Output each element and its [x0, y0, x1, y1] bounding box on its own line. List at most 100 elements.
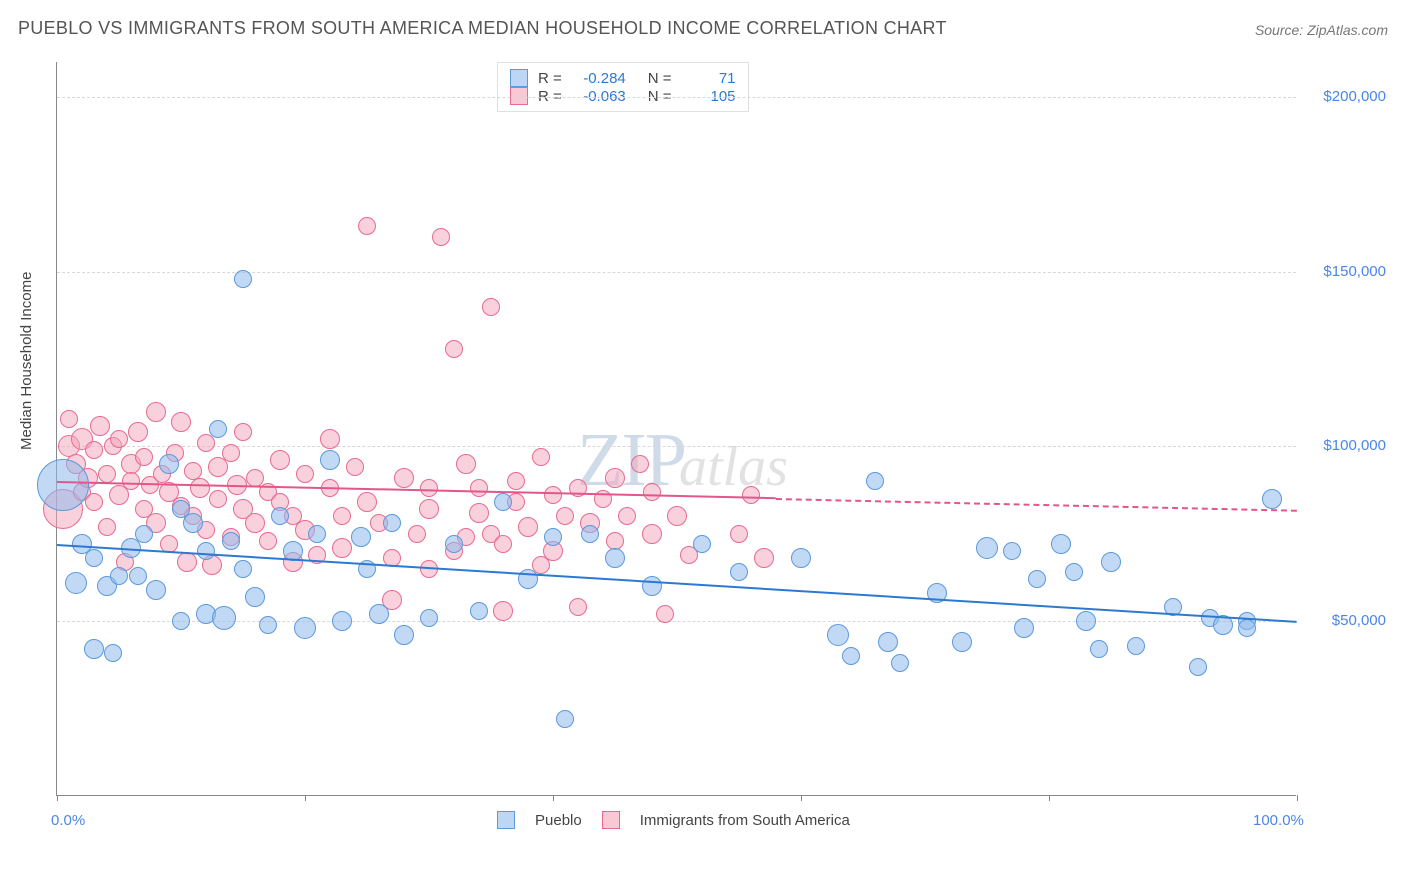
- data-point: [952, 632, 972, 652]
- square-icon: [602, 811, 620, 829]
- data-point: [493, 601, 513, 621]
- data-point: [742, 486, 760, 504]
- legend-label-pink: Immigrants from South America: [640, 812, 850, 829]
- x-tick-mark: [553, 795, 554, 801]
- data-point: [891, 654, 909, 672]
- data-point: [122, 472, 140, 490]
- watermark-atlas: atlas: [679, 435, 788, 499]
- data-point: [308, 525, 326, 543]
- data-point: [333, 507, 351, 525]
- data-point: [129, 567, 147, 585]
- data-point: [827, 624, 849, 646]
- x-tick-mark: [1049, 795, 1050, 801]
- data-point: [482, 298, 500, 316]
- data-point: [1014, 618, 1034, 638]
- data-point: [197, 434, 215, 452]
- data-point: [866, 472, 884, 490]
- data-point: [445, 340, 463, 358]
- x-tick-mark: [305, 795, 306, 801]
- data-point: [104, 644, 122, 662]
- data-point: [85, 493, 103, 511]
- data-point: [357, 492, 377, 512]
- data-point: [159, 454, 179, 474]
- data-point: [544, 528, 562, 546]
- data-point: [754, 548, 774, 568]
- legend: Pueblo Immigrants from South America: [497, 811, 850, 829]
- data-point: [791, 548, 811, 568]
- data-point: [209, 420, 227, 438]
- data-point: [245, 587, 265, 607]
- square-icon: [497, 811, 515, 829]
- data-point: [197, 542, 215, 560]
- data-point: [351, 527, 371, 547]
- data-point: [369, 604, 389, 624]
- data-point: [85, 549, 103, 567]
- data-point: [605, 468, 625, 488]
- data-point: [146, 402, 166, 422]
- data-point: [135, 525, 153, 543]
- data-point: [581, 525, 599, 543]
- data-point: [90, 416, 110, 436]
- data-point: [110, 567, 128, 585]
- x-tick-label: 100.0%: [1253, 812, 1304, 829]
- data-point: [518, 517, 538, 537]
- r-value-blue: -0.284: [572, 70, 626, 87]
- data-point: [408, 525, 426, 543]
- y-tick-label: $50,000: [1306, 612, 1386, 629]
- data-point: [146, 580, 166, 600]
- n-value-blue: 71: [682, 70, 736, 87]
- data-point: [642, 576, 662, 596]
- data-point: [222, 444, 240, 462]
- x-tick-label: 0.0%: [51, 812, 85, 829]
- data-point: [556, 710, 574, 728]
- data-point: [84, 639, 104, 659]
- data-point: [494, 493, 512, 511]
- data-point: [320, 429, 340, 449]
- x-tick-mark: [57, 795, 58, 801]
- data-point: [234, 560, 252, 578]
- chart-plot-area: ZIP atlas R = -0.284 N = 71 R = -0.063 N…: [56, 62, 1296, 796]
- data-point: [456, 454, 476, 474]
- data-point: [294, 617, 316, 639]
- y-tick-label: $200,000: [1306, 88, 1386, 105]
- data-point: [110, 430, 128, 448]
- x-tick-mark: [801, 795, 802, 801]
- gridline-h: [57, 446, 1296, 447]
- data-point: [60, 410, 78, 428]
- data-point: [605, 548, 625, 568]
- data-point: [270, 450, 290, 470]
- data-point: [470, 602, 488, 620]
- data-point: [128, 422, 148, 442]
- data-point: [171, 412, 191, 432]
- data-point: [271, 507, 289, 525]
- data-point: [445, 535, 463, 553]
- data-point: [1090, 640, 1108, 658]
- data-point: [1003, 542, 1021, 560]
- data-point: [320, 450, 340, 470]
- data-point: [234, 270, 252, 288]
- data-point: [1238, 619, 1256, 637]
- data-point: [98, 465, 116, 483]
- data-point: [177, 552, 197, 572]
- y-tick-label: $150,000: [1306, 263, 1386, 280]
- regression-line-dashed: [776, 498, 1297, 512]
- data-point: [693, 535, 711, 553]
- data-point: [667, 506, 687, 526]
- data-point: [470, 479, 488, 497]
- data-point: [656, 605, 674, 623]
- data-point: [469, 503, 489, 523]
- data-point: [976, 537, 998, 559]
- data-point: [234, 423, 252, 441]
- data-point: [606, 532, 624, 550]
- correlation-row-blue: R = -0.284 N = 71: [510, 69, 736, 87]
- data-point: [222, 532, 240, 550]
- data-point: [618, 507, 636, 525]
- y-tick-label: $100,000: [1306, 437, 1386, 454]
- data-point: [135, 448, 153, 466]
- data-point: [1028, 570, 1046, 588]
- data-point: [346, 458, 364, 476]
- data-point: [730, 563, 748, 581]
- chart-title: PUEBLO VS IMMIGRANTS FROM SOUTH AMERICA …: [18, 18, 947, 39]
- x-tick-mark: [1297, 795, 1298, 801]
- data-point: [1051, 534, 1071, 554]
